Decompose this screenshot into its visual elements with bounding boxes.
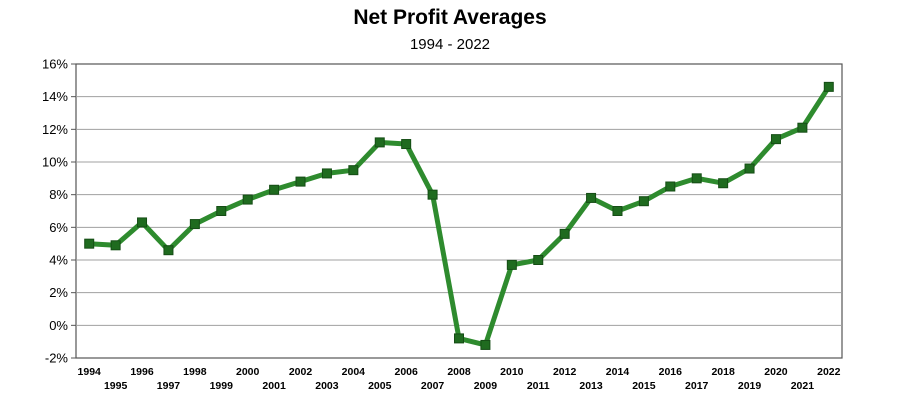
data-point [401,139,412,150]
x-tick-label: 2001 [262,380,286,392]
x-tick-label: 2003 [315,380,339,392]
x-tick-label: 2021 [791,380,815,392]
data-point [691,173,702,184]
data-point [110,240,121,251]
x-tick-label: 2014 [606,366,630,378]
x-tick-label: 2016 [659,366,683,378]
x-tick-label: 2000 [236,366,260,378]
data-point [744,163,755,174]
data-point [506,259,517,270]
x-tick-label: 2012 [553,366,577,378]
data-point [797,122,808,133]
x-tick-label: 1994 [78,366,102,378]
x-tick-label: 1995 [104,380,128,392]
y-tick-label: 8% [49,187,68,202]
data-point [559,228,570,239]
data-point [823,81,834,92]
data-point [348,165,359,176]
x-tick-label: 2015 [632,380,656,392]
data-point [480,339,491,350]
data-point [586,192,597,203]
x-tick-label: 2020 [764,366,788,378]
y-tick-label: 12% [42,122,68,137]
x-tick-label: 2005 [368,380,392,392]
x-tick-label: 2011 [527,380,550,392]
data-point [427,189,438,200]
data-point [189,219,200,230]
y-tick-label: 2% [49,285,68,300]
y-tick-label: -2% [45,351,69,366]
data-point [770,134,781,145]
x-tick-label: 1996 [130,366,154,378]
data-point [321,168,332,179]
x-tick-label: 2006 [394,366,418,378]
data-point [295,176,306,187]
x-tick-label: 2017 [685,380,709,392]
y-tick-label: 10% [42,155,68,170]
x-tick-label: 1997 [157,380,181,392]
chart-subtitle: 1994 - 2022 [409,36,491,53]
x-tick-label: 2008 [447,366,471,378]
x-tick-label: 2002 [289,366,313,378]
data-point [137,217,148,228]
x-tick-label: 2007 [421,380,445,392]
x-tick-label: 1998 [183,366,207,378]
plot-area [75,63,843,359]
x-tick-label: 2009 [474,380,498,392]
x-tick-label: 2022 [817,366,841,378]
data-point [454,333,464,344]
data-point [84,238,95,249]
y-tick-label: 6% [49,220,68,235]
y-tick-label: 14% [42,89,68,104]
y-tick-label: 16% [42,57,68,72]
data-point [665,181,676,192]
data-point [216,206,227,216]
data-point [718,178,729,189]
y-tick-label: 4% [49,253,68,268]
chart-title: Net Profit Averages [353,6,547,29]
x-tick-label: 1999 [210,380,234,392]
data-point [163,245,174,256]
data-point [638,196,649,207]
y-tick-label: 0% [49,318,68,333]
x-tick-label: 2019 [738,380,762,392]
x-tick-label: 2013 [579,380,603,392]
data-point [612,206,623,216]
x-tick-label: 2004 [342,366,366,378]
x-tick-label: 2018 [711,366,735,378]
data-point [374,137,385,148]
x-tick-label: 2010 [500,366,524,378]
data-point [242,194,253,205]
data-point [533,255,544,265]
data-point [269,184,280,195]
